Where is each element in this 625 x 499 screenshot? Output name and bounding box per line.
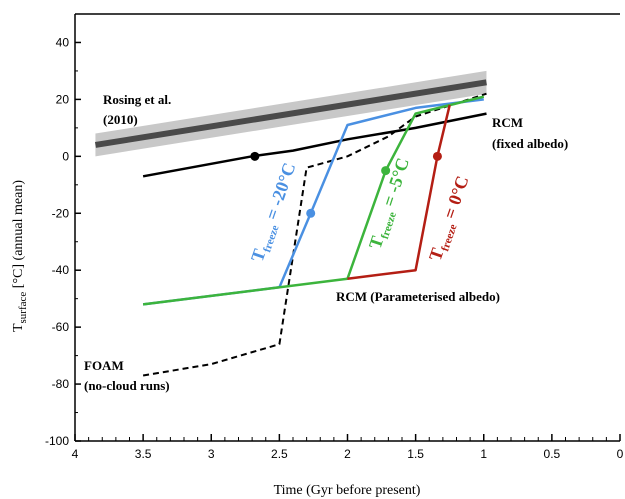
y-axis-title: Tsurface [°C] (annual mean) — [11, 180, 29, 332]
rosing-label-line1: Rosing et al. — [103, 92, 171, 107]
rcm-fixed-label-line2: (fixed albedo) — [492, 136, 568, 151]
x-tick-label: 2.5 — [271, 447, 288, 461]
rosing-band-center-line — [94, 79, 487, 148]
y-tick-label: -60 — [52, 320, 70, 334]
y-tick-label: -20 — [52, 206, 70, 220]
y-tick-label: -80 — [52, 377, 70, 391]
x-tick-label: 3 — [208, 447, 215, 461]
rosing-label-line2: (2010) — [103, 112, 138, 127]
x-axis-title: Time (Gyr before present) — [274, 483, 421, 498]
rosing-band — [94, 70, 487, 157]
x-tick-label: 1 — [480, 447, 487, 461]
foam-label-line2: (no-cloud runs) — [84, 378, 170, 393]
rcm-param-label: RCM (Parameterised albedo) — [336, 289, 500, 304]
series-lines — [142, 92, 487, 377]
rcm-fixed-label-line1: RCM — [492, 115, 523, 130]
x-tick-label: 1.5 — [407, 447, 424, 461]
y-tick-label: 20 — [56, 92, 70, 106]
series-line-red — [347, 104, 451, 280]
series-marker-fixed — [250, 151, 260, 161]
x-tick-label: 4 — [72, 447, 79, 461]
series-line-fixed — [142, 112, 487, 178]
x-tick-label: 2 — [344, 447, 351, 461]
y-tick-label: 40 — [56, 35, 70, 49]
x-tick-label: 0.5 — [544, 447, 561, 461]
y-tick-label: -100 — [45, 434, 69, 448]
y-tick-label: -40 — [52, 263, 70, 277]
y-tick-label: 0 — [62, 149, 69, 163]
x-tick-label: 0 — [617, 447, 624, 461]
freeze-green-label: Tfreeze = -5°C — [365, 155, 416, 252]
series-marker-red — [432, 151, 442, 161]
series-marker-blue — [306, 208, 316, 218]
x-tick-label: 3.5 — [135, 447, 152, 461]
foam-label-line1: FOAM — [84, 358, 124, 373]
series-marker-green — [381, 166, 391, 176]
axes: -100 -80 -60 -40 -20 0 20 40 4 3.5 3 2.5 2 1.5 1 0.5 0 — [45, 13, 624, 461]
